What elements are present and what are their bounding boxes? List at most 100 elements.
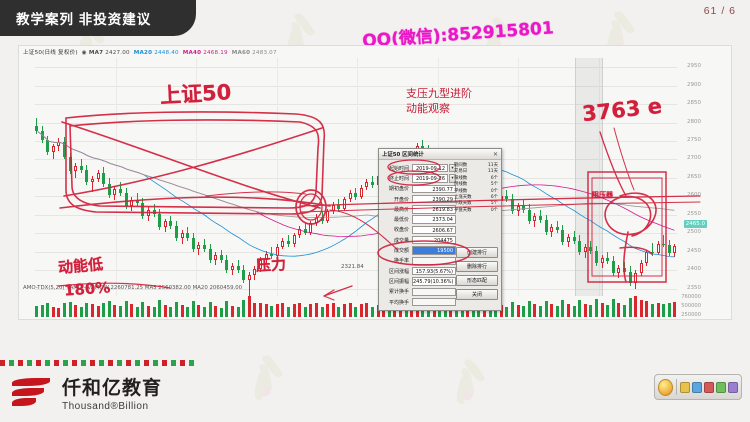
candle-body bbox=[331, 205, 335, 212]
dialog-field-label: 累计换手 bbox=[388, 289, 409, 296]
dialog-field-label: 起始时间 bbox=[388, 165, 409, 172]
volume-bar bbox=[639, 300, 643, 317]
stock-chart-window[interactable]: 上证50(日线 复权价) ◉ MA7 2427.00 MA20 2448.40 … bbox=[18, 45, 732, 320]
price-axis-label: 2550 bbox=[687, 210, 701, 217]
dialog-value-field: 157.93(5.67%) bbox=[412, 266, 456, 276]
candle-wick bbox=[248, 271, 250, 299]
dialog-field-label: 收盘价 bbox=[393, 227, 409, 234]
volume-bar bbox=[667, 303, 671, 317]
dialog-button-group: 创建排行删除排行形态匹配关闭 bbox=[456, 247, 498, 303]
lesson-tab-label: 教学案列 非投资建议 bbox=[16, 12, 152, 27]
dialog-summary-info: 期间数 11天 交易日 11天 阳线数 6个 阴线数 5个 平线数 0个 上涨天数 6个 下跌天数 5个平… bbox=[454, 163, 498, 214]
dialog-field-row: 成交量 204475 bbox=[382, 235, 456, 245]
candlestick bbox=[516, 203, 520, 217]
chevron-down-icon[interactable]: ▾ bbox=[449, 163, 456, 173]
dialog-value-field: 204475 bbox=[412, 236, 456, 245]
volume-pane[interactable]: AMO-TDX(5,20) VAMO - VAMOW 2260781.25 MA… bbox=[19, 285, 731, 319]
candlestick bbox=[320, 211, 324, 224]
candle-body bbox=[85, 169, 89, 183]
volume-bar bbox=[611, 298, 615, 317]
ma60-value: 2483.07 bbox=[252, 50, 277, 56]
chevron-down-icon[interactable]: ▾ bbox=[449, 174, 456, 183]
range-statistics-dialog[interactable]: 上证50 区间统计 ✕ 起始时间 2019-09-12 ▾ 终止时间 2019-09-2… bbox=[378, 148, 502, 311]
shield-icon[interactable] bbox=[716, 381, 727, 393]
dialog-field-row: 开盘价 2390.29 bbox=[382, 194, 456, 204]
candle-wick bbox=[652, 242, 653, 257]
volume-bar bbox=[124, 300, 128, 317]
dialog-info-value: 11天 bbox=[488, 163, 498, 168]
volume-bar bbox=[57, 307, 61, 317]
candlestick bbox=[371, 175, 374, 189]
candlestick bbox=[74, 163, 78, 178]
dialog-value-field[interactable] bbox=[412, 256, 456, 266]
candle-body bbox=[141, 203, 145, 216]
dialog-value-field[interactable] bbox=[412, 287, 456, 296]
price-pane[interactable]: 2950 2900 2850 2800 2750 2700 2650 2600 2550 2500… bbox=[19, 58, 731, 299]
volume-bar bbox=[315, 303, 318, 317]
candle-body bbox=[544, 219, 548, 232]
volume-bar bbox=[197, 305, 201, 317]
grid-line-vertical bbox=[115, 58, 117, 296]
candle-body bbox=[667, 245, 671, 254]
volume-bar bbox=[617, 303, 621, 317]
dialog-field-row: 区间振幅 245.79(10.36%) bbox=[382, 276, 456, 286]
candlestick bbox=[40, 126, 44, 144]
candlestick bbox=[359, 185, 363, 200]
candlestick bbox=[595, 245, 598, 266]
candle-body bbox=[208, 249, 212, 260]
mail-icon[interactable] bbox=[692, 381, 703, 393]
volume-bar bbox=[214, 305, 218, 317]
dialog-titlebar[interactable]: 上证50 区间统计 ✕ bbox=[379, 149, 501, 160]
globe-icon[interactable] bbox=[658, 378, 674, 396]
volume-bar bbox=[119, 306, 122, 317]
dialog-field-label: 区间振幅 bbox=[388, 278, 409, 285]
candlestick bbox=[589, 241, 593, 254]
volume-bar bbox=[68, 301, 72, 317]
candlestick bbox=[79, 159, 83, 173]
volume-bar bbox=[387, 307, 391, 317]
candlestick bbox=[208, 244, 212, 263]
dialog-button[interactable]: 关闭 bbox=[456, 289, 498, 301]
dialog-value-field[interactable] bbox=[412, 297, 456, 307]
dialog-value-field[interactable]: 19500 bbox=[412, 246, 456, 255]
candlestick bbox=[169, 215, 173, 229]
dialog-button[interactable]: 创建排行 bbox=[456, 247, 498, 259]
price-axis-label: 2750 bbox=[687, 137, 701, 144]
candlestick bbox=[225, 254, 229, 274]
page-number: 61 / 6 bbox=[703, 5, 736, 17]
candlestick bbox=[259, 256, 262, 272]
candle-body bbox=[242, 270, 246, 281]
candlestick bbox=[555, 220, 559, 234]
volume-bar bbox=[337, 306, 341, 317]
volume-bar bbox=[130, 304, 134, 317]
dialog-button[interactable]: 删除排行 bbox=[456, 261, 498, 273]
candle-body bbox=[107, 183, 111, 195]
dialog-field-row: 最高价 2619.83 bbox=[382, 204, 456, 214]
candlestick bbox=[68, 152, 72, 175]
volume-bar bbox=[449, 305, 453, 317]
candle-body bbox=[180, 233, 184, 239]
dialog-value-field: 2606.67 bbox=[412, 225, 456, 235]
candle-body bbox=[611, 261, 615, 274]
dialog-date-input[interactable]: 2019-09-26 bbox=[412, 174, 448, 183]
candlestick bbox=[141, 197, 145, 219]
music-icon[interactable] bbox=[728, 381, 739, 393]
price-axis-label: 2350 bbox=[687, 284, 701, 291]
candle-body bbox=[511, 199, 514, 212]
volume-bar bbox=[186, 307, 190, 317]
volume-bar bbox=[63, 303, 66, 317]
candle-body bbox=[522, 205, 526, 210]
close-icon[interactable]: ✕ bbox=[492, 150, 498, 158]
price-axis-label: 2650 bbox=[687, 173, 701, 180]
candlestick bbox=[46, 135, 50, 156]
dialog-button[interactable]: 形态匹配 bbox=[456, 275, 498, 287]
dialog-date-input[interactable]: 2019-09-12 bbox=[412, 163, 448, 173]
candle-body bbox=[572, 236, 576, 241]
volume-bar bbox=[102, 303, 106, 317]
grid-line bbox=[35, 270, 677, 272]
folder-icon[interactable] bbox=[680, 381, 691, 393]
dialog-field-row: 终止时间 2019-09-26 ▾ bbox=[382, 173, 456, 183]
chart-icon[interactable] bbox=[704, 381, 715, 393]
dialog-info-row: 平盘天数 0个 bbox=[454, 208, 498, 214]
taskbar-widget[interactable] bbox=[654, 374, 742, 400]
